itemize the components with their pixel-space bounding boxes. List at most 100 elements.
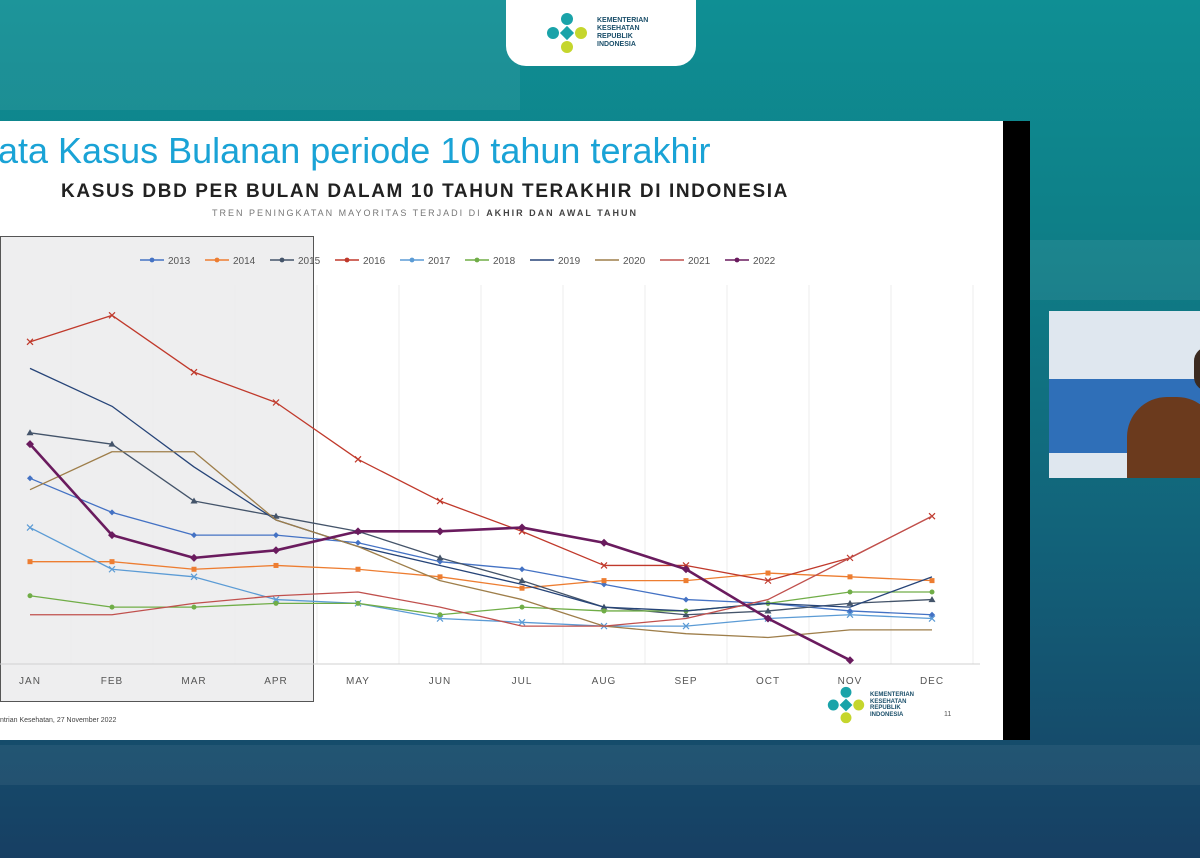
data-point xyxy=(518,618,526,626)
data-point xyxy=(109,604,115,610)
x-tick-label: JAN xyxy=(19,676,41,687)
data-point xyxy=(518,523,526,532)
data-point xyxy=(682,565,690,574)
data-point xyxy=(683,578,689,584)
line-chart: JAN FEB MAR APR MAY JUN JUL AUG SEP OCT NOV DEC 2013… xyxy=(0,256,980,687)
data-point xyxy=(847,574,853,580)
x-tick-label: MAR xyxy=(181,676,206,687)
footer-logo: KEMENTERIAN KESEHATAN REPUBLIK INDONESIA xyxy=(826,685,918,725)
data-point xyxy=(191,604,197,610)
x-tick-label: SEP xyxy=(674,676,697,687)
data-point xyxy=(764,614,772,623)
series-line xyxy=(30,515,933,627)
data-point xyxy=(354,455,362,463)
data-point xyxy=(600,562,608,569)
data-point xyxy=(191,532,197,539)
data-point xyxy=(436,527,444,536)
x-tick-label: APR xyxy=(264,676,288,687)
data-point xyxy=(355,539,361,546)
data-point xyxy=(109,559,115,565)
data-point xyxy=(26,338,34,346)
data-point xyxy=(355,600,361,606)
data-point xyxy=(108,440,116,447)
data-point xyxy=(108,311,116,319)
webcam-video xyxy=(1049,311,1200,478)
data-point xyxy=(273,600,279,606)
background-building xyxy=(0,0,520,110)
data-point xyxy=(26,440,34,449)
data-point xyxy=(272,596,280,603)
legend-marker xyxy=(149,257,155,263)
data-point xyxy=(847,589,853,595)
data-point xyxy=(601,578,607,584)
series-line xyxy=(30,561,933,589)
data-point xyxy=(682,622,690,630)
data-point xyxy=(354,527,362,536)
data-point xyxy=(600,538,608,547)
x-tick-label: NOV xyxy=(838,676,863,687)
series-line xyxy=(29,451,932,639)
data-point xyxy=(764,607,772,614)
webcam-head xyxy=(1194,347,1200,391)
series-line xyxy=(29,432,933,616)
data-point xyxy=(601,608,607,614)
data-point xyxy=(272,546,280,555)
data-point xyxy=(437,574,443,580)
presentation-slide xyxy=(0,121,1030,740)
data-point xyxy=(26,524,34,531)
data-point xyxy=(190,553,198,562)
data-point xyxy=(273,562,279,568)
slide-border xyxy=(1003,121,1030,740)
legend-marker xyxy=(279,257,285,263)
x-tick-label: JUN xyxy=(429,676,451,687)
data-point xyxy=(928,615,936,622)
x-tick-label: FEB xyxy=(101,676,123,687)
data-point xyxy=(108,565,116,573)
legend-marker xyxy=(734,257,740,263)
chart-title: KASUS DBD PER BULAN DALAM 10 TAHUN TERAK… xyxy=(61,181,789,202)
legend-marker xyxy=(474,257,480,263)
background-building xyxy=(0,745,1200,785)
kemenkes-logo-header: KEMENTERIAN KESEHATAN REPUBLIK INDONESIA xyxy=(506,0,696,66)
data-point xyxy=(519,604,525,610)
data-point xyxy=(190,573,198,581)
legend-label: 2019 xyxy=(558,256,581,267)
data-point xyxy=(683,596,689,603)
page-number: 11 xyxy=(944,711,952,718)
data-point xyxy=(519,566,525,573)
x-tick-label: JUL xyxy=(512,676,533,687)
chart-subtitle-bold: AKHIR DAN AWAL TAHUN xyxy=(486,208,639,218)
legend-label: 2022 xyxy=(753,256,776,267)
legend-label: 2017 xyxy=(428,256,451,267)
x-tick-label: DEC xyxy=(920,676,944,687)
data-point xyxy=(437,612,443,618)
data-point xyxy=(846,656,854,665)
x-tick-label: AUG xyxy=(592,676,617,687)
data-point xyxy=(436,615,444,622)
legend-label: 2014 xyxy=(233,256,256,267)
data-point xyxy=(27,559,33,565)
legend-label: 2018 xyxy=(493,256,516,267)
data-point xyxy=(518,577,526,584)
data-point xyxy=(436,554,444,561)
data-point xyxy=(846,599,854,606)
data-point xyxy=(27,593,33,599)
legend-marker xyxy=(409,257,415,263)
series-line xyxy=(29,314,933,582)
data-point xyxy=(682,611,690,618)
chart-subtitle: TREN PENINGKATAN MAYORITAS TERJADI DI AK… xyxy=(0,208,850,218)
data-point xyxy=(928,596,936,603)
legend-label: 2013 xyxy=(168,256,191,267)
x-tick-label: MAY xyxy=(346,676,370,687)
data-point xyxy=(436,497,444,505)
data-point xyxy=(27,475,33,482)
kemenkes-footer-logo-icon xyxy=(827,686,865,724)
legend-label: 2021 xyxy=(688,256,711,267)
slide-title: ata Kasus Bulanan periode 10 tahun terak… xyxy=(0,130,711,171)
data-point xyxy=(764,577,772,585)
data-point xyxy=(519,585,525,591)
data-point xyxy=(190,368,198,376)
legend-marker xyxy=(214,257,220,263)
data-point xyxy=(765,570,771,576)
series-line xyxy=(29,591,932,616)
